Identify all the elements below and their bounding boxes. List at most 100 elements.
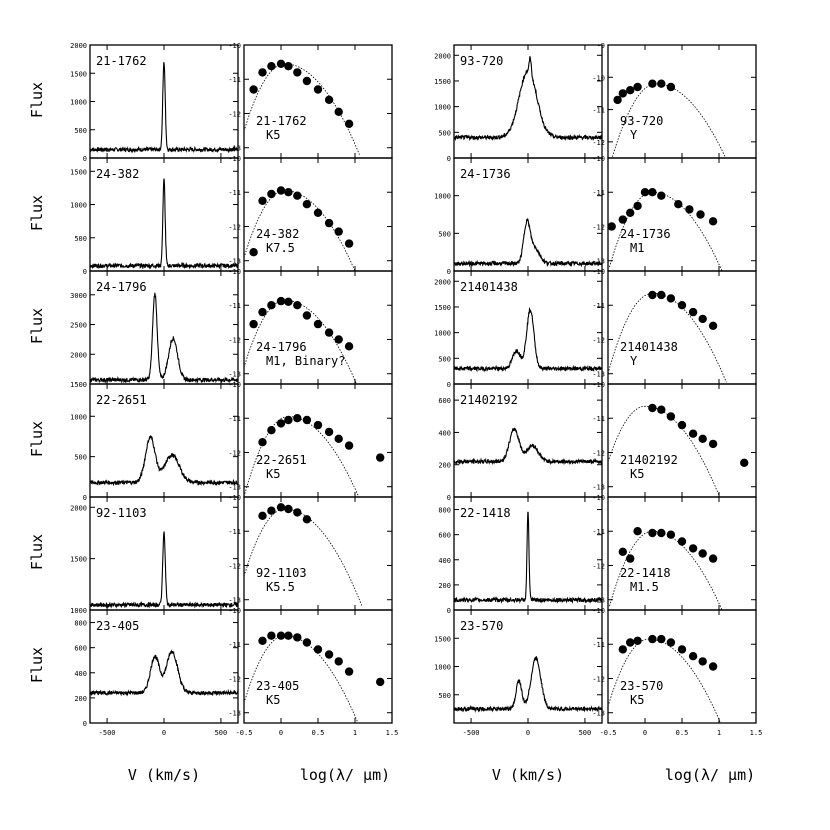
sed-point (334, 227, 343, 236)
sed-point (302, 638, 312, 647)
sed-point (613, 95, 622, 105)
sed-point (698, 314, 707, 324)
spectrum-line (89, 292, 239, 384)
panel-id-label: 23-570 (460, 619, 503, 633)
y-tick-label: 0 (83, 720, 87, 728)
sed-point (344, 667, 354, 676)
spectrum-line (453, 427, 603, 466)
y-tick-label: -10 (592, 74, 605, 82)
y-tick-label: 800 (438, 507, 451, 515)
spectrum-line (453, 656, 603, 713)
sed-point (302, 200, 312, 209)
x-tick-label: -0.5 (236, 729, 253, 737)
panel-0-3: 1000 500 0 22-2651 (70, 383, 239, 502)
y-tick-label: 0 (83, 494, 87, 502)
sed-point (313, 645, 323, 654)
y-tick-label: 200 (438, 462, 451, 470)
x-tick-label: 1 (353, 729, 357, 737)
y-tick-label: -10 (228, 268, 241, 276)
y-tick-label: 0 (447, 494, 451, 502)
x-tick-label: 500 (579, 729, 592, 737)
axis-label-layer: Flux Flux Flux Flux Flux Flux V (km/s) l… (28, 82, 755, 784)
sed-point (633, 82, 642, 92)
model-curve (612, 83, 726, 157)
spectral-type-label: K5 (630, 693, 644, 707)
sed-point (249, 85, 258, 94)
x-tick-label: 1 (717, 729, 721, 737)
y-tick-label: -12 (592, 675, 605, 683)
sed-point (688, 307, 698, 317)
sed-point (685, 205, 694, 214)
sed-point (688, 652, 698, 661)
spectrum-line (453, 306, 603, 373)
y-tick-label: 3000 (70, 292, 87, 300)
sed-point (293, 68, 302, 77)
sed-point (648, 290, 657, 300)
sed-point (626, 208, 635, 217)
panel-id-label: 22-2651 (256, 453, 307, 467)
y-tick-label: -11 (228, 302, 241, 310)
sed-point (276, 186, 286, 195)
sed-point (618, 645, 627, 654)
y-tick-label: 500 (438, 230, 451, 238)
sed-point (334, 657, 343, 666)
y-tick-label: -13 (592, 371, 605, 379)
sed-point (249, 319, 258, 329)
sed-point (698, 657, 707, 666)
y-tick-label: 500 (74, 127, 87, 135)
panel-id-label: 21-1762 (256, 114, 307, 128)
sed-point (677, 420, 687, 430)
sed-point (698, 549, 707, 558)
y-tick-label: 2000 (434, 52, 451, 60)
y-tick-label: 500 (74, 454, 87, 462)
flux-label-4: Flux (28, 421, 46, 457)
sed-point (607, 222, 616, 231)
sed-point (267, 506, 276, 515)
sed-point (258, 511, 267, 520)
x-tick-label: 1.5 (386, 729, 399, 737)
sed-point (640, 188, 650, 197)
panel-id-label: 24-382 (96, 167, 139, 181)
sed-point (284, 188, 293, 197)
sed-point (708, 554, 718, 563)
panel-id-label: 22-1418 (620, 566, 671, 580)
y-tick-label: -11 (228, 528, 241, 536)
sed-point (708, 321, 718, 330)
y-tick-label: 800 (74, 620, 87, 628)
sed-point (648, 528, 657, 538)
panel-0-5: 800 600 400 200 0 -500 0 500 23-405 (74, 609, 239, 737)
sed-point (267, 631, 276, 640)
sed-point (267, 189, 276, 199)
sed-point (302, 415, 312, 425)
y-tick-label: 2500 (70, 322, 87, 330)
panel-id-label: 24-1736 (620, 227, 671, 241)
panel-id-label: 24-382 (256, 227, 299, 241)
sed-point (674, 200, 683, 209)
y-tick-label: -11 (228, 641, 241, 649)
sed-point (258, 196, 267, 205)
sed-point (276, 59, 286, 68)
sed-point (293, 191, 302, 200)
panel-id-label: 21402192 (460, 393, 518, 407)
sed-point (293, 301, 302, 310)
y-tick-label: 1500 (434, 635, 451, 643)
panel-id-label: 23-405 (96, 619, 139, 633)
sed-point (334, 434, 343, 443)
sed-point (648, 403, 657, 413)
sed-point (293, 508, 302, 517)
sed-point (344, 441, 354, 450)
y-tick-label: 500 (438, 129, 451, 137)
y-tick-label: -10 (228, 381, 241, 389)
sed-point (284, 504, 293, 514)
spectral-type-label: Y (630, 128, 638, 142)
y-tick-label: 1500 (434, 304, 451, 312)
wavelength-label-left: log(λ/ μm) (300, 766, 390, 784)
y-tick-label: -12 (228, 562, 241, 570)
y-tick-label: -10 (592, 607, 605, 615)
y-tick-label: 200 (438, 582, 451, 590)
spectrum-line (89, 531, 239, 609)
